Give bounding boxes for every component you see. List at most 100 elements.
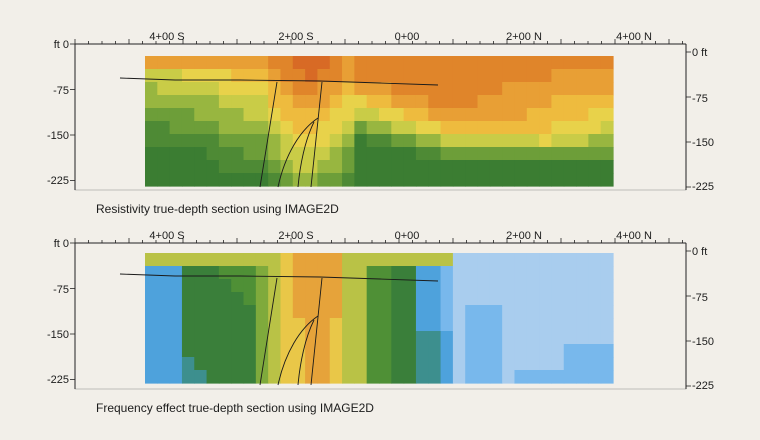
image-cell: [231, 253, 245, 267]
image-cell: [243, 173, 257, 187]
image-cell: [305, 305, 319, 319]
image-cell: [440, 344, 454, 358]
image-cell: [391, 279, 405, 293]
image-cell: [366, 160, 380, 174]
image-cell: [342, 253, 355, 267]
image-cell: [551, 344, 565, 358]
image-cell: [477, 305, 491, 319]
depth-label-right: 0 ft: [692, 47, 707, 59]
image-cell: [514, 331, 528, 345]
image-cell: [145, 108, 158, 122]
image-cell: [292, 82, 306, 96]
image-cell: [194, 266, 208, 280]
image-cell: [169, 108, 183, 122]
image-cell: [243, 95, 257, 109]
image-cell: [440, 82, 454, 96]
image-cell: [465, 95, 479, 109]
image-cell: [600, 134, 614, 148]
image-cell: [280, 56, 294, 70]
image-cell: [539, 253, 553, 267]
image-cell: [194, 69, 208, 83]
image-cell: [342, 82, 355, 96]
image-cell: [157, 147, 171, 161]
image-cell: [391, 292, 405, 306]
image-cell: [243, 292, 257, 306]
image-cell: [440, 331, 454, 345]
image-cell: [440, 56, 454, 70]
image-cell: [255, 253, 269, 267]
image-cell: [354, 82, 368, 96]
image-cell: [428, 305, 442, 319]
image-cell: [465, 82, 479, 96]
image-cell: [268, 318, 282, 332]
image-cell: [181, 292, 195, 306]
image-cell: [194, 331, 208, 345]
image-cell: [428, 108, 442, 122]
image-cell: [292, 357, 306, 371]
image-cell: [502, 318, 516, 332]
image-cell: [181, 108, 195, 122]
image-cell: [477, 121, 491, 135]
image-cell: [403, 292, 417, 306]
depth-label-right: -225: [692, 380, 714, 392]
image-cell: [194, 121, 208, 135]
image-cell: [452, 370, 466, 384]
image-cell: [514, 357, 528, 371]
image-cell: [415, 69, 429, 83]
image-cell: [157, 134, 171, 148]
image-cell: [551, 266, 565, 280]
image-cell: [428, 318, 442, 332]
image-cell: [576, 331, 589, 345]
image-cell: [489, 147, 503, 161]
image-cell: [218, 344, 232, 358]
image-cell: [428, 121, 442, 135]
image-cell: [379, 331, 392, 345]
image-cell: [428, 82, 442, 96]
fault-line: [297, 121, 315, 188]
image-cell: [218, 357, 232, 371]
image-cell: [600, 279, 614, 293]
image-cell: [563, 266, 577, 280]
image-cell: [157, 344, 171, 358]
fault-line: [277, 117, 319, 188]
image-cell: [366, 147, 380, 161]
image-cell: [563, 173, 577, 187]
image-cell: [145, 173, 158, 187]
image-cell: [526, 253, 540, 267]
image-cell: [231, 173, 245, 187]
image-cell: [317, 108, 331, 122]
image-cell: [600, 253, 614, 267]
image-cell: [576, 305, 589, 319]
image-cell: [514, 173, 528, 187]
image-cell: [514, 95, 528, 109]
image-cell: [218, 292, 232, 306]
depth-label-right: -75: [692, 93, 708, 105]
image-cell: [489, 121, 503, 135]
image-cell: [588, 253, 602, 267]
image-cell: [452, 160, 466, 174]
image-cell: [514, 279, 528, 293]
image-cell: [415, 331, 429, 345]
image-cell: [588, 344, 602, 358]
depth-label-right: -225: [692, 181, 714, 193]
image-cell: [502, 121, 516, 135]
image-cell: [551, 357, 565, 371]
image-cell: [477, 56, 491, 70]
image-cell: [415, 292, 429, 306]
image-cell: [379, 160, 392, 174]
image-cell: [354, 108, 368, 122]
image-cell: [280, 69, 294, 83]
image-cell: [526, 56, 540, 70]
image-cell: [255, 69, 269, 83]
image-cell: [588, 56, 602, 70]
image-cell: [600, 56, 614, 70]
image-cell: [218, 331, 232, 345]
image-cell: [305, 279, 319, 293]
image-cell: [268, 292, 282, 306]
image-cell: [366, 134, 380, 148]
image-cell: [391, 253, 405, 267]
image-cell: [489, 160, 503, 174]
image-cell: [206, 370, 220, 384]
image-cell: [268, 344, 282, 358]
image-cell: [539, 134, 553, 148]
